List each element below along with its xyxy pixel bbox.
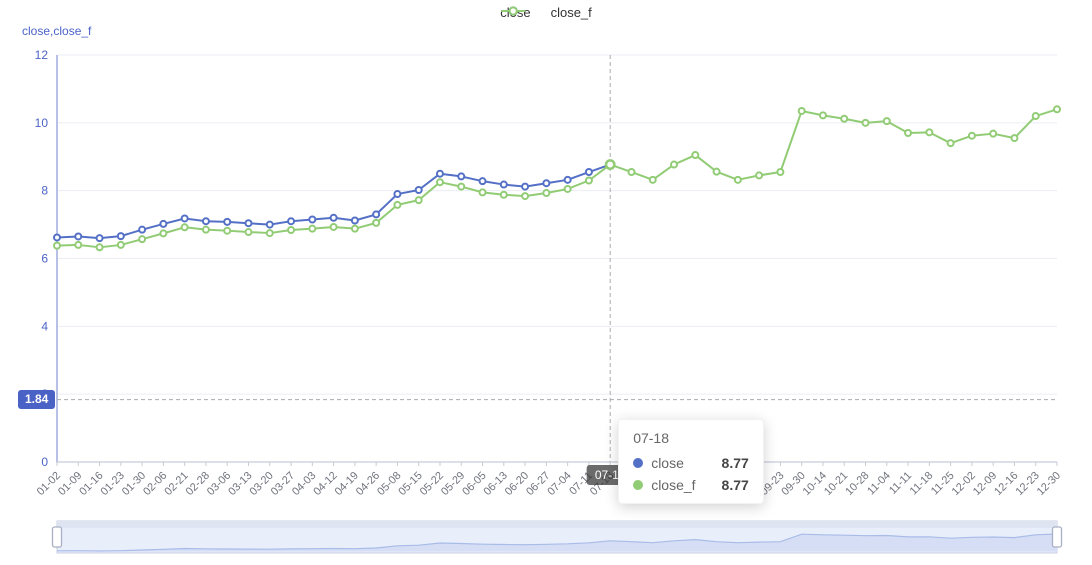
tooltip-row-close: close 8.77 [633, 455, 749, 471]
legend: close close_f [500, 5, 592, 20]
datazoom-data-shadow-area [57, 534, 1057, 552]
legend-label-close-f: close_f [550, 5, 592, 20]
highlighted-point [604, 159, 616, 171]
y-axis-name: close,close_f [22, 24, 92, 38]
tooltip-series-value: 8.77 [721, 477, 749, 493]
svg-text:6: 6 [41, 252, 48, 266]
svg-text:0: 0 [41, 455, 48, 469]
tooltip-title: 07-18 [633, 430, 669, 446]
tooltip-series-label: close [651, 455, 684, 471]
svg-text:10-28: 10-28 [843, 470, 871, 498]
datazoom-top-band [57, 521, 1057, 528]
close_f-markers [53, 105, 1061, 252]
svg-text:4: 4 [41, 319, 48, 333]
series-dot-close-f [633, 480, 644, 490]
svg-text:12: 12 [35, 48, 49, 62]
datazoom-data-shadow-line [56, 533, 1058, 552]
tooltip-series-value: 8.77 [721, 455, 749, 471]
svg-text:11-18: 11-18 [908, 470, 936, 498]
svg-text:07-04: 07-04 [545, 470, 573, 498]
x-axis-labels: 01-0201-0901-1601-2301-3002-0602-2102-28… [35, 470, 1063, 498]
datazoom-left-handle[interactable] [51, 526, 63, 548]
line-series-icon [501, 6, 526, 16]
svg-text:8: 8 [41, 184, 48, 198]
datazoom-slider[interactable] [51, 520, 1063, 554]
tooltip-series-label: close_f [651, 477, 696, 493]
svg-text:10: 10 [35, 116, 49, 130]
markline-value-badge: 1.84 [18, 389, 56, 409]
svg-text:11-04: 11-04 [865, 470, 893, 498]
datazoom-right-handle[interactable] [1051, 526, 1063, 548]
svg-text:12-30: 12-30 [1035, 470, 1063, 498]
plot-area[interactable] [57, 55, 1057, 462]
series-dot-close [633, 458, 644, 468]
tooltip-row-close-f: close_f 8.77 [633, 477, 749, 493]
gridlines [57, 54, 1057, 395]
legend-item-close-f[interactable]: close_f [501, 5, 592, 20]
tooltip: 07-18 close 8.77 close_f 8.77 [618, 419, 764, 504]
